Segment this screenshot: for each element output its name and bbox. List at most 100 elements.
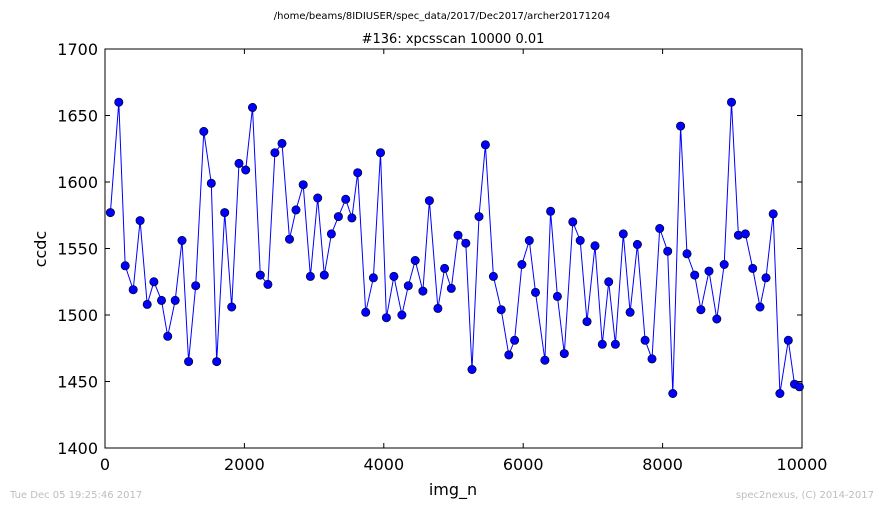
x-tick-label: 0 <box>100 455 110 474</box>
data-point <box>403 281 413 291</box>
data-point <box>114 97 124 107</box>
data-point <box>590 241 600 251</box>
data-point <box>368 273 378 283</box>
data-point <box>712 314 722 324</box>
data-point <box>546 206 556 216</box>
data-point <box>381 313 391 323</box>
data-point <box>333 212 343 222</box>
x-tick-label: 2000 <box>224 455 265 474</box>
data-point <box>284 234 294 244</box>
data-point <box>640 335 650 345</box>
data-point <box>418 286 428 296</box>
y-tick-label: 1700 <box>57 40 98 59</box>
data-point <box>530 287 540 297</box>
y-tick-label: 1550 <box>57 240 98 259</box>
data-point <box>199 127 209 137</box>
data-point <box>582 317 592 327</box>
plot-area <box>104 48 803 449</box>
data-point <box>347 213 357 223</box>
data-point <box>517 259 527 269</box>
data-point <box>682 249 692 259</box>
data-point <box>719 259 729 269</box>
data-point <box>353 168 363 178</box>
tick-labels: 0 2000 4000 6000 8000 10000 1400 1450 1500 1550 16… <box>57 40 827 474</box>
data-point <box>270 148 280 158</box>
data-point <box>696 305 706 315</box>
data-point <box>496 305 506 315</box>
chart-title: #136: xpcsscan 10000 0.01 <box>362 32 545 47</box>
series-markers <box>105 97 804 398</box>
data-point <box>128 285 138 295</box>
data-point <box>761 273 771 283</box>
x-tick-label: 8000 <box>642 455 683 474</box>
data-point <box>474 212 484 222</box>
data-point <box>410 255 420 265</box>
data-point <box>326 229 336 239</box>
data-point <box>467 364 477 374</box>
data-point <box>298 180 308 190</box>
data-point <box>597 339 607 349</box>
data-point <box>783 335 793 345</box>
data-point <box>676 121 686 131</box>
figure-suptitle: /home/beams/8IDIUSER/spec_data/2017/Dec2… <box>274 11 610 22</box>
data-point <box>206 178 216 188</box>
data-point <box>177 236 187 246</box>
data-point <box>170 295 180 305</box>
x-tick-label: 4000 <box>363 455 404 474</box>
data-point <box>184 357 194 367</box>
data-point <box>726 97 736 107</box>
data-point <box>704 266 714 276</box>
axis-ticks <box>104 48 803 449</box>
data-point <box>389 271 399 281</box>
data-point <box>191 281 201 291</box>
data-point <box>157 295 167 305</box>
data-point <box>488 271 498 281</box>
x-axis-label: img_n <box>429 480 477 500</box>
data-point <box>163 331 173 341</box>
data-point <box>135 216 145 226</box>
data-point <box>690 270 700 280</box>
data-point <box>568 217 578 227</box>
x-tick-label: 10000 <box>777 455 828 474</box>
data-point <box>480 140 490 150</box>
y-tick-label: 1600 <box>57 173 98 192</box>
data-point <box>610 339 620 349</box>
data-point <box>220 208 230 218</box>
data-point <box>775 388 785 398</box>
data-point <box>248 103 258 113</box>
y-tick-label: 1500 <box>57 306 98 325</box>
timestamp-footer: Tue Dec 05 19:25:46 2017 <box>10 490 143 501</box>
data-point <box>313 193 323 203</box>
data-point <box>341 194 351 204</box>
data-point <box>632 240 642 250</box>
data-point <box>647 354 657 364</box>
data-point <box>263 279 273 289</box>
data-point <box>433 303 443 313</box>
data-point <box>794 382 804 392</box>
data-point <box>618 229 628 239</box>
y-tick-label: 1450 <box>57 373 98 392</box>
data-point <box>663 246 673 256</box>
data-point <box>440 263 450 273</box>
data-point <box>291 205 301 215</box>
data-point <box>120 261 130 271</box>
credit-footer: spec2nexus, (C) 2014-2017 <box>735 490 874 501</box>
data-point <box>149 277 159 287</box>
data-point <box>552 291 562 301</box>
data-point <box>768 209 778 219</box>
data-point <box>559 349 569 359</box>
data-point <box>524 236 534 246</box>
data-point <box>397 310 407 320</box>
data-point <box>540 355 550 365</box>
data-point <box>668 388 678 398</box>
data-point <box>212 357 222 367</box>
data-point <box>453 230 463 240</box>
data-point <box>277 138 287 148</box>
data-point <box>575 236 585 246</box>
data-point <box>375 148 385 158</box>
y-tick-label: 1650 <box>57 107 98 126</box>
data-point <box>424 196 434 206</box>
x-tick-label: 6000 <box>503 455 544 474</box>
data-point <box>625 307 635 317</box>
